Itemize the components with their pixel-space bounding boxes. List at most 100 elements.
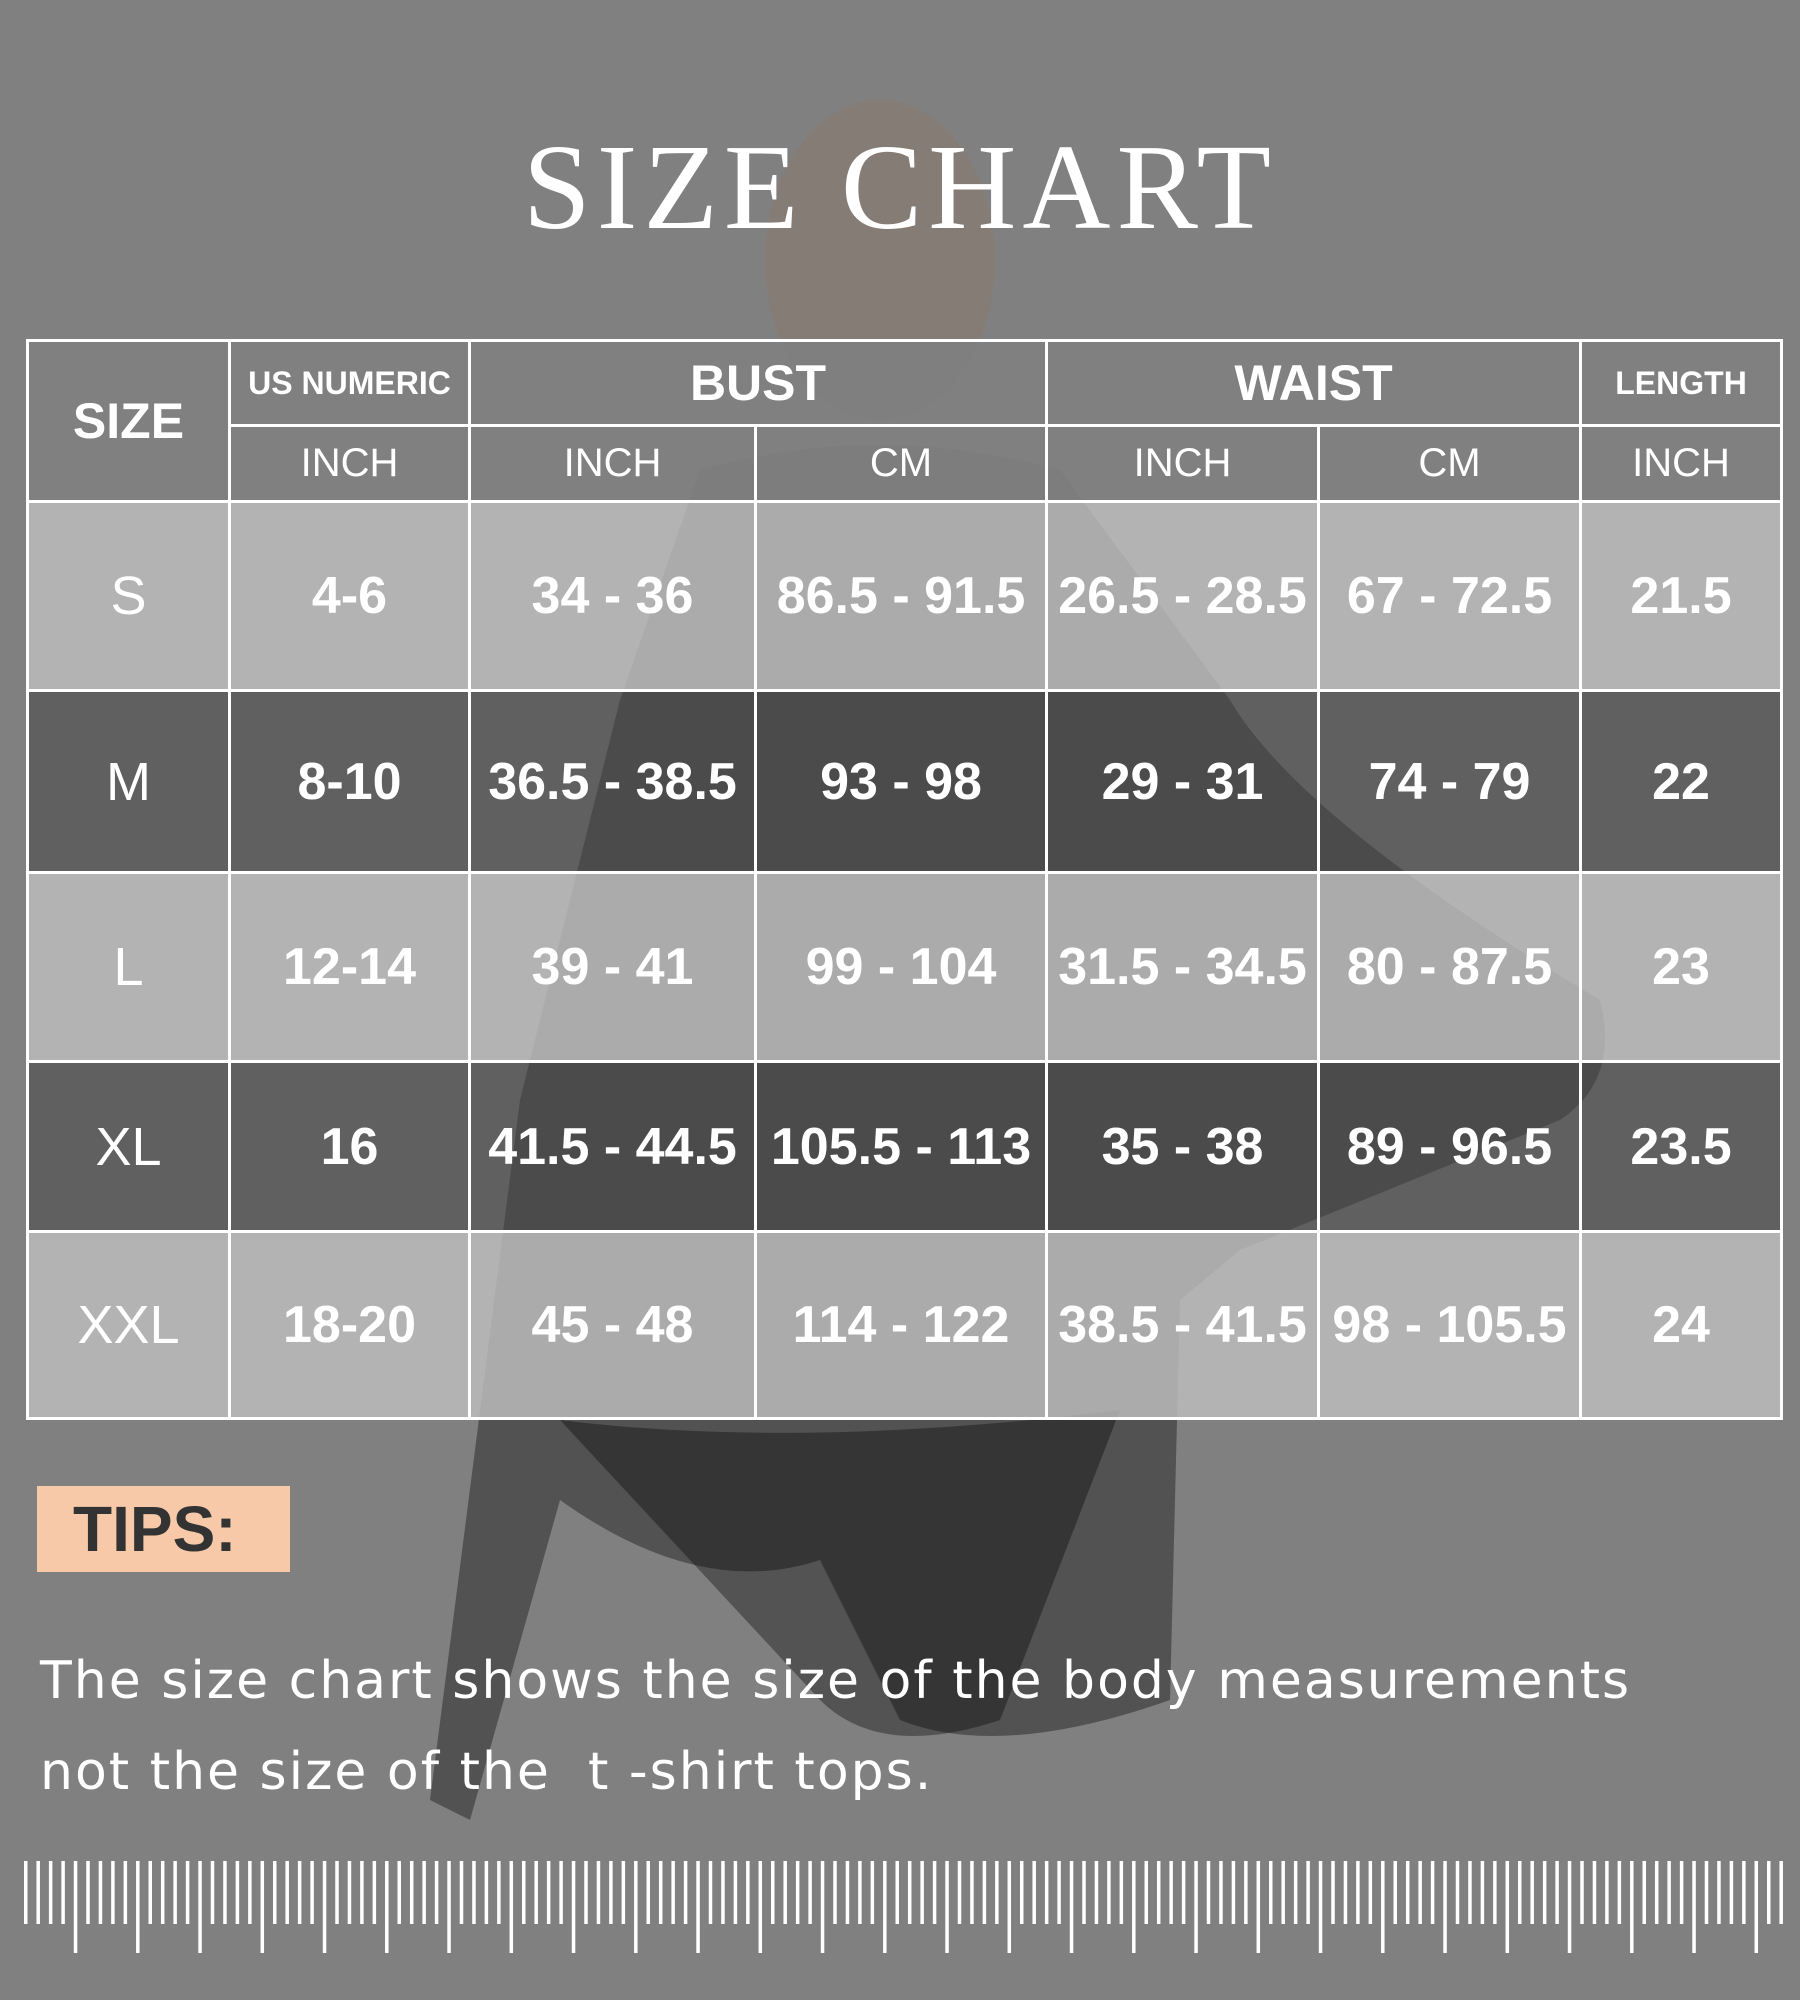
- ruler-tick: [73, 1861, 78, 1953]
- ruler-tick: [98, 1861, 103, 1924]
- cell-bust-cm: 86.5 - 91.5: [753, 500, 1049, 692]
- size-table: SIZE US NUMERIC BUST WAIST LENGTH INCH I…: [26, 339, 1784, 1420]
- cell-us: 12-14: [228, 871, 471, 1063]
- ruler-tick: [1156, 1861, 1161, 1924]
- ruler-tick: [148, 1861, 152, 1924]
- ruler-tick: [372, 1861, 377, 1924]
- cell-bust-cm: 105.5 - 113: [753, 1060, 1049, 1233]
- ruler-tick: [1094, 1861, 1099, 1924]
- ruler-tick: [61, 1861, 65, 1924]
- ruler-tick: [459, 1861, 464, 1924]
- cell-bust-in: 39 - 41: [468, 871, 757, 1063]
- ruler-tick: [409, 1861, 414, 1924]
- ruler-tick: [522, 1861, 526, 1924]
- ruler-tick: [1592, 1861, 1597, 1924]
- ruler-tick: [1206, 1861, 1211, 1924]
- ruler-tick: [123, 1861, 128, 1924]
- ruler-tick: [571, 1861, 576, 1953]
- cell-waist-cm: 74 - 79: [1317, 689, 1583, 874]
- ruler-tick: [1119, 1861, 1124, 1924]
- ruler-tick: [1542, 1861, 1547, 1924]
- ruler-tick: [322, 1861, 327, 1953]
- ruler-tick: [1244, 1861, 1248, 1924]
- ruler-tick: [1468, 1861, 1472, 1924]
- ruler-tick: [1505, 1861, 1510, 1953]
- ruler-tick: [1430, 1861, 1435, 1924]
- ruler-tick: [1069, 1861, 1074, 1953]
- ruler-tick: [1318, 1861, 1323, 1953]
- ruler-tick: [447, 1861, 451, 1953]
- ruler-tick: [48, 1861, 53, 1924]
- tips-line-2: not the size of the t -shirt tops.: [40, 1742, 934, 1802]
- ruler-tick: [347, 1861, 352, 1924]
- cell-us: 8-10: [228, 689, 471, 874]
- ruler-tick: [1418, 1861, 1422, 1924]
- ruler-tick: [746, 1861, 750, 1924]
- cell-size: XL: [26, 1060, 231, 1233]
- ruler-tick: [1605, 1861, 1609, 1924]
- ruler-tick: [833, 1861, 837, 1924]
- ruler-tick: [546, 1861, 551, 1924]
- unit-bust-inch: INCH: [468, 424, 757, 503]
- cell-length-in: 21.5: [1579, 500, 1784, 692]
- ruler-tick: [1443, 1861, 1447, 1953]
- cell-size: L: [26, 871, 231, 1063]
- cell-size: M: [26, 689, 231, 874]
- cell-bust-cm: 99 - 104: [753, 871, 1049, 1063]
- unit-length-inch: INCH: [1579, 424, 1784, 503]
- ruler-tick: [1281, 1861, 1285, 1924]
- table-row: M 8-10 36.5 - 38.5 93 - 98 29 - 31 74 - …: [26, 689, 1784, 874]
- ruler-tick: [646, 1861, 650, 1924]
- table-row: S 4-6 34 - 36 86.5 - 91.5 26.5 - 28.5 67…: [26, 500, 1784, 692]
- ruler-tick: [1269, 1861, 1273, 1924]
- cell-waist-cm: 89 - 96.5: [1317, 1060, 1583, 1233]
- tips-text: The size chart shows the size of the bod…: [40, 1636, 1780, 1818]
- ruler-tick: [173, 1861, 177, 1924]
- ruler-tick: [1704, 1861, 1709, 1924]
- ruler-tick: [1343, 1861, 1348, 1924]
- ruler-tick: [895, 1861, 899, 1924]
- cell-length-in: 23.5: [1579, 1060, 1784, 1233]
- ruler-decoration: [24, 1861, 1783, 1953]
- ruler-tick: [160, 1861, 165, 1924]
- ruler-tick: [1630, 1861, 1634, 1953]
- ruler-tick: [858, 1861, 862, 1924]
- table-row: L 12-14 39 - 41 99 - 104 31.5 - 34.5 80 …: [26, 871, 1784, 1063]
- ruler-tick: [1020, 1861, 1024, 1924]
- ruler-tick: [621, 1861, 626, 1924]
- ruler-tick: [970, 1861, 974, 1924]
- ruler-tick: [24, 1861, 28, 1924]
- ruler-tick: [1405, 1861, 1410, 1924]
- ruler-tick: [1368, 1861, 1373, 1924]
- cell-size: S: [26, 500, 231, 692]
- ruler-tick: [1679, 1861, 1684, 1924]
- ruler-tick: [1530, 1861, 1534, 1924]
- ruler-tick: [658, 1861, 663, 1924]
- header-size: SIZE: [26, 339, 231, 503]
- ruler-tick: [907, 1861, 912, 1924]
- tips-line-1: The size chart shows the size of the bod…: [40, 1651, 1632, 1711]
- ruler-tick: [260, 1861, 265, 1953]
- unit-waist-inch: INCH: [1045, 424, 1321, 503]
- ruler-tick: [1306, 1861, 1310, 1924]
- ruler-tick: [385, 1861, 389, 1953]
- ruler-tick: [932, 1861, 937, 1924]
- ruler-tick: [1007, 1861, 1012, 1953]
- cell-bust-in: 34 - 36: [468, 500, 757, 692]
- ruler-tick: [1132, 1861, 1136, 1953]
- ruler-tick: [883, 1861, 887, 1953]
- ruler-tick: [484, 1861, 489, 1924]
- cell-length-in: 23: [1579, 871, 1784, 1063]
- cell-waist-in: 29 - 31: [1045, 689, 1321, 874]
- cell-bust-in: 41.5 - 44.5: [468, 1060, 757, 1233]
- cell-waist-cm: 98 - 105.5: [1317, 1230, 1583, 1420]
- cell-us: 16: [228, 1060, 471, 1233]
- ruler-tick: [1144, 1861, 1148, 1924]
- ruler-tick: [136, 1861, 140, 1953]
- ruler-tick: [559, 1861, 563, 1924]
- cell-bust-cm: 114 - 122: [753, 1230, 1049, 1420]
- ruler-tick: [1057, 1861, 1061, 1924]
- ruler-tick: [509, 1861, 514, 1953]
- ruler-tick: [111, 1861, 115, 1924]
- header-row-units: INCH INCH CM INCH CM INCH: [28, 424, 1784, 503]
